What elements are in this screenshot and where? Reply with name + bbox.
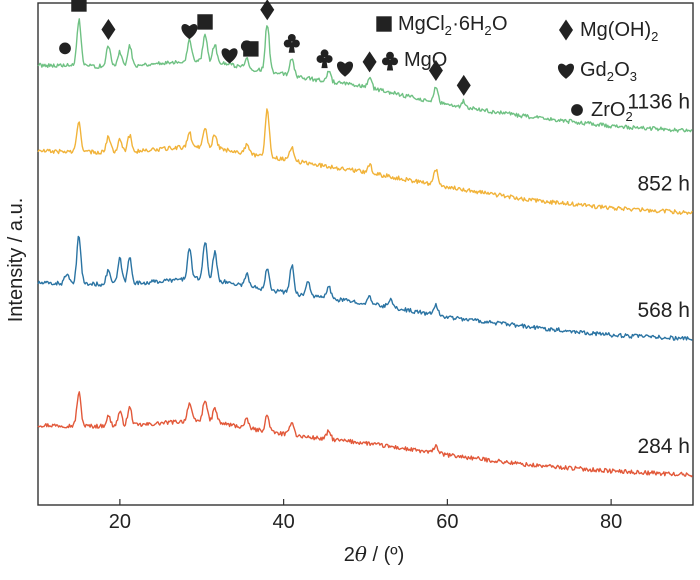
series-label: 568 h (637, 299, 690, 322)
club-marker (381, 51, 399, 71)
legend-item: Gd2 O3 (557, 59, 637, 84)
square-marker (243, 41, 259, 57)
heart-marker (337, 61, 354, 77)
diamond-marker (559, 19, 573, 41)
series-line (37, 18, 693, 133)
legend-item: Mg(OH)2 (559, 19, 658, 44)
x-tick-label: 40 (273, 511, 295, 533)
plot-frame (37, 2, 694, 506)
legend-label: Gd2 O3 (580, 59, 637, 84)
series-line (37, 235, 693, 341)
square-marker (197, 14, 213, 30)
diamond-marker (101, 18, 116, 40)
series-line (37, 391, 693, 478)
legend-item: MgO (381, 49, 447, 71)
series-label: 1136 h (627, 91, 690, 114)
diamond-marker (260, 0, 275, 21)
legend-label: MgO (404, 49, 447, 71)
curve-labels: 284 h 568 h 852 h 1136 h (627, 91, 690, 459)
peak-markers (59, 0, 471, 96)
circle-marker (571, 104, 583, 116)
legend-item: ZrO2 (571, 99, 633, 124)
circle-marker (59, 42, 71, 55)
legend-label: Mg(OH)2 (580, 19, 658, 44)
xrd-curves (37, 18, 693, 478)
club-marker (316, 49, 333, 69)
x-axis-ticks: 20 40 60 80 (109, 499, 622, 533)
heart-marker (181, 23, 198, 40)
legend-label: MgCl2 ·6H2 O (398, 13, 508, 38)
phase-legend: MgCl2 ·6H2 O Mg(OH)2 MgO Gd2 O3 ZrO2 (376, 13, 658, 124)
x-tick-label: 80 (600, 511, 622, 533)
x-axis-label: 2θ / (º) (344, 542, 404, 566)
x-tick-label: 20 (109, 511, 131, 533)
heart-marker (557, 63, 575, 79)
square-marker (376, 16, 392, 32)
legend-item: MgCl2 ·6H2 O (376, 13, 508, 38)
diamond-marker (362, 51, 377, 73)
square-marker (71, 0, 87, 12)
legend-label: ZrO2 (591, 99, 633, 124)
series-line (37, 108, 693, 215)
x-tick-label: 60 (436, 511, 458, 533)
diamond-marker (456, 74, 471, 96)
series-label: 852 h (637, 173, 690, 196)
club-marker (283, 33, 300, 53)
heart-marker (221, 48, 238, 64)
y-axis-label: Intensity / a.u. (5, 198, 27, 323)
series-label: 284 h (637, 435, 690, 458)
diamond-marker (428, 59, 443, 81)
